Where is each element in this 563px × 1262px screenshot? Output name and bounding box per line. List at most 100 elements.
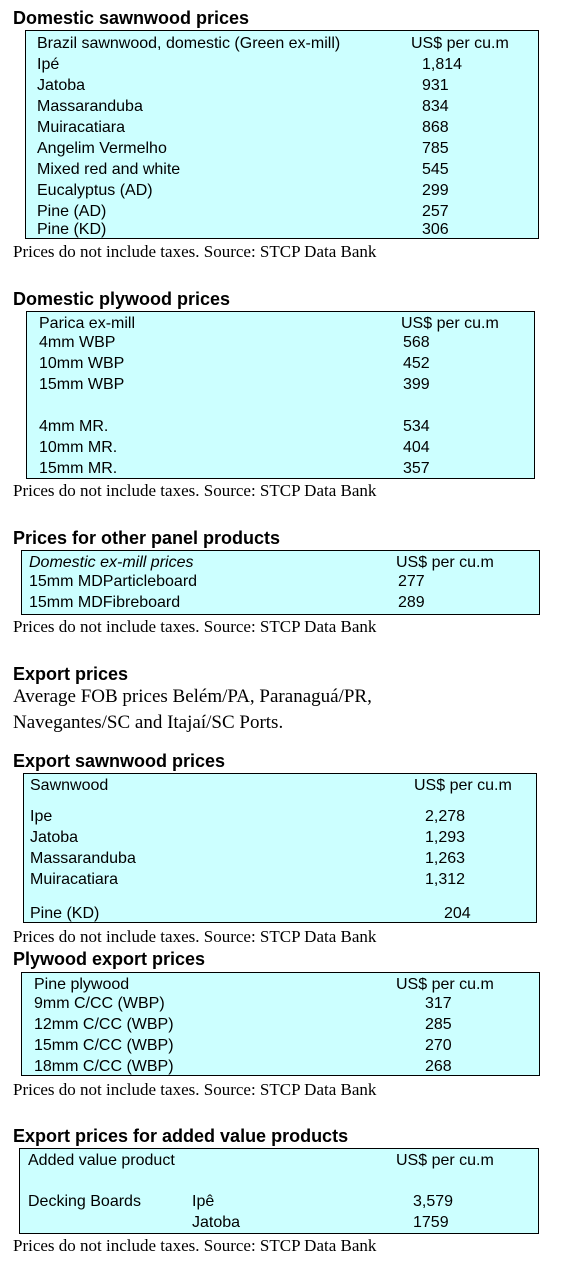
row-name: Massaranduba <box>30 850 136 867</box>
table-row: Jatoba 931 <box>26 75 538 96</box>
row-name: Pine (KD) <box>37 221 107 238</box>
row-value: 534 <box>403 418 430 435</box>
table-row: Massaranduba 1,263 <box>24 848 536 869</box>
row-value: 3,579 <box>413 1193 454 1210</box>
other-panels-table: Domestic ex-mill prices US$ per cu.m 15m… <box>21 550 540 615</box>
row-name: Angelim Vermelho <box>37 140 167 157</box>
row-value: 931 <box>422 77 449 94</box>
row-name: Massaranduba <box>37 98 143 115</box>
plywood-export-table: Pine plywood US$ per cu.m 9mm C/CC (WBP)… <box>21 972 540 1076</box>
table-row: Ipé 1,814 <box>26 54 538 75</box>
row-name: Jatoba <box>37 77 86 94</box>
row-value: 868 <box>422 119 449 136</box>
table-row: 15mm WBP 399 <box>27 374 534 395</box>
table-row: 9mm C/CC (WBP) 317 <box>22 993 539 1014</box>
table-header: Parica ex-mill US$ per cu.m <box>27 313 534 334</box>
row-name: 15mm MR. <box>39 460 118 477</box>
domestic-sawnwood-title: Domestic sawnwood prices <box>13 8 250 28</box>
table-header: Added value product US$ per cu.m <box>20 1150 538 1171</box>
row-name: Jatoba <box>30 829 79 846</box>
row-value: 257 <box>422 203 449 220</box>
row-value: 568 <box>403 334 430 351</box>
row-name: Muiracatiara <box>30 871 119 888</box>
source-note: Prices do not include taxes. Source: STC… <box>13 1236 377 1255</box>
row-value: 1,814 <box>422 56 463 73</box>
row-value: 2,278 <box>425 808 466 825</box>
table-row: Angelim Vermelho 785 <box>26 138 538 159</box>
added-value-table: Added value product US$ per cu.m Decking… <box>19 1148 539 1234</box>
row-value: 1,312 <box>425 871 466 888</box>
export-prices-title: Export prices <box>13 664 129 684</box>
source-note: Prices do not include taxes. Source: STC… <box>13 1080 377 1099</box>
row-name: Pine (AD) <box>37 203 107 220</box>
row-name: 10mm MR. <box>39 439 118 456</box>
row-value: 1759 <box>413 1214 449 1231</box>
row-value: 285 <box>425 1016 452 1033</box>
row-value: 399 <box>403 376 430 393</box>
row-name: 15mm MDFibreboard <box>29 594 181 611</box>
row-value: 277 <box>398 573 425 590</box>
row-value: 545 <box>422 161 449 178</box>
table-header: Domestic ex-mill prices US$ per cu.m <box>22 552 539 573</box>
table-row: 4mm MR. 534 <box>27 416 534 437</box>
source-note: Prices do not include taxes. Source: STC… <box>13 481 377 500</box>
source-note: Prices do not include taxes. Source: STC… <box>13 927 377 946</box>
table-row: 18mm C/CC (WBP) 268 <box>22 1056 539 1077</box>
row-value: 404 <box>403 439 430 456</box>
table-row: 15mm MR. 357 <box>27 458 534 479</box>
header-label: Sawnwood <box>30 777 109 794</box>
table-row: Ipe 2,278 <box>24 806 536 827</box>
row-name: 15mm WBP <box>39 376 125 393</box>
table-row: Pine (AD) 257 <box>26 201 538 222</box>
table-row: Decking Boards Ipê 3,579 <box>20 1191 538 1212</box>
table-row: 10mm MR. 404 <box>27 437 534 458</box>
export-sawnwood-title: Export sawnwood prices <box>13 751 226 771</box>
row-name: 4mm MR. <box>39 418 109 435</box>
table-row: Pine (KD) 204 <box>24 903 536 924</box>
export-prices-text-line-1: Average FOB prices Belém/PA, Paranaguá/P… <box>13 686 372 707</box>
header-label: Domestic ex-mill prices <box>29 554 194 571</box>
header-label: Parica ex-mill <box>39 315 136 332</box>
row-value: 834 <box>422 98 449 115</box>
row-value: 299 <box>422 182 449 199</box>
domestic-plywood-table: Parica ex-mill US$ per cu.m 4mm WBP 568 1… <box>26 311 535 479</box>
row-value: 1,293 <box>425 829 466 846</box>
header-unit: US$ per cu.m <box>411 35 509 52</box>
table-row: 4mm WBP 568 <box>27 332 534 353</box>
row-value: 204 <box>444 905 471 922</box>
table-row: Jatoba 1,293 <box>24 827 536 848</box>
table-row: 15mm MDFibreboard 289 <box>22 592 539 613</box>
row-name: 4mm WBP <box>39 334 116 351</box>
table-row: 10mm WBP 452 <box>27 353 534 374</box>
table-header: Sawnwood US$ per cu.m <box>24 775 536 796</box>
header-unit: US$ per cu.m <box>396 554 494 571</box>
header-label: Pine plywood <box>34 976 130 993</box>
row-name: Jatoba <box>192 1214 241 1231</box>
export-prices-text-line-2: Navegantes/SC and Itajaí/SC Ports. <box>13 712 284 733</box>
header-unit: US$ per cu.m <box>396 1152 494 1169</box>
table-row: Massaranduba 834 <box>26 96 538 117</box>
added-value-title: Export prices for added value products <box>13 1126 349 1146</box>
table-row: Jatoba 1759 <box>20 1212 538 1233</box>
header-label: Added value product <box>28 1152 175 1169</box>
table-header: Pine plywood US$ per cu.m <box>22 974 539 995</box>
row-name: Mixed red and white <box>37 161 181 178</box>
row-name: Pine (KD) <box>30 905 100 922</box>
row-value: 317 <box>425 995 452 1012</box>
table-row: Muiracatiara 1,312 <box>24 869 536 890</box>
source-note: Prices do not include taxes. Source: STC… <box>13 617 377 636</box>
row-name: 15mm C/CC (WBP) <box>34 1037 174 1054</box>
row-value: 452 <box>403 355 430 372</box>
source-note: Prices do not include taxes. Source: STC… <box>13 242 377 261</box>
table-row: 15mm MDParticleboard 277 <box>22 571 539 592</box>
table-row: Mixed red and white 545 <box>26 159 538 180</box>
row-name: Ipé <box>37 56 60 73</box>
row-value: 357 <box>403 460 430 477</box>
table-row: Pine (KD) 306 <box>26 219 538 240</box>
row-name: 10mm WBP <box>39 355 125 372</box>
row-name: 9mm C/CC (WBP) <box>34 995 165 1012</box>
table-header: Brazil sawnwood, domestic (Green ex-mill… <box>26 33 538 54</box>
row-value: 289 <box>398 594 425 611</box>
row-name: 15mm MDParticleboard <box>29 573 198 590</box>
header-label: Brazil sawnwood, domestic (Green ex-mill… <box>37 35 341 52</box>
